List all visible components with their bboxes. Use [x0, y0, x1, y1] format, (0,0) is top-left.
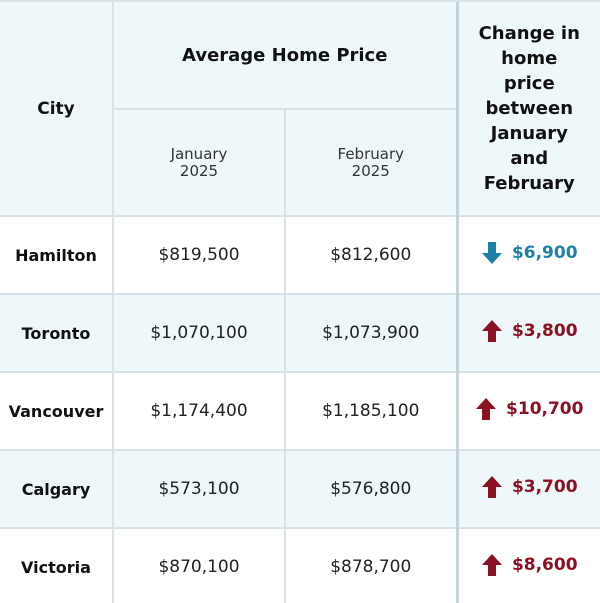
january-price-cell: $1,070,100: [112, 293, 286, 373]
change-column-header: Change in home price between January and…: [455, 0, 600, 217]
february-price-cell: $1,073,900: [284, 293, 458, 373]
city-cell: Vancouver: [0, 371, 114, 451]
january-label: January: [170, 144, 228, 163]
header-row-top: City Average Home Price Change in home p…: [0, 0, 600, 217]
arrow-up-icon: [476, 398, 497, 420]
february-price-cell: $1,185,100: [284, 371, 458, 451]
average-price-header: Average Home Price: [112, 0, 458, 110]
change-cell: $8,600: [455, 527, 600, 603]
change-value: $3,700: [511, 477, 578, 497]
february-price-cell: $576,800: [284, 449, 458, 529]
change-cell: $10,700: [455, 371, 600, 451]
table-row: Victoria $870,100 $878,700 $8,600: [0, 527, 600, 603]
january-year-label: 2025: [179, 161, 219, 180]
february-label: February: [337, 144, 404, 163]
january-price-cell: $870,100: [112, 527, 286, 603]
city-cell: Calgary: [0, 449, 114, 529]
january-price-cell: $1,174,400: [112, 371, 286, 451]
change-value: $3,800: [511, 321, 578, 341]
change-header-text: Change in home price between January and…: [478, 23, 580, 194]
city-cell: Hamilton: [0, 215, 114, 295]
february-year-label: 2025: [351, 161, 390, 180]
city-cell: Toronto: [0, 293, 114, 373]
change-value: $8,600: [511, 555, 578, 575]
table-row: Vancouver $1,174,400 $1,185,100 $10,700: [0, 371, 600, 451]
change-cell: $3,700: [455, 449, 600, 529]
january-2025-header: January 2025: [112, 108, 286, 217]
january-price-cell: $573,100: [112, 449, 286, 529]
january-price-cell: $819,500: [112, 215, 286, 295]
february-price-cell: $878,700: [284, 527, 458, 603]
top-border: [0, 0, 600, 2]
february-price-cell: $812,600: [284, 215, 458, 295]
table-row: Calgary $573,100 $576,800 $3,700: [0, 449, 600, 529]
arrow-down-icon: [481, 242, 502, 264]
city-column-header: City: [0, 0, 114, 217]
arrow-up-icon: [481, 554, 502, 576]
change-value: $6,900: [511, 243, 578, 263]
change-cell: $3,800: [455, 293, 600, 373]
change-cell: $6,900: [455, 215, 600, 295]
city-cell: Victoria: [0, 527, 114, 603]
header-row-bottom: January 2025 February 2025: [0, 108, 600, 217]
table-row: Hamilton $819,500 $812,600 $6,900: [0, 215, 600, 295]
change-value: $10,700: [506, 399, 584, 419]
february-2025-header: February 2025: [284, 108, 458, 217]
table-row: Toronto $1,070,100 $1,073,900 $3,800: [0, 293, 600, 373]
arrow-up-icon: [481, 476, 502, 498]
arrow-up-icon: [481, 320, 502, 342]
